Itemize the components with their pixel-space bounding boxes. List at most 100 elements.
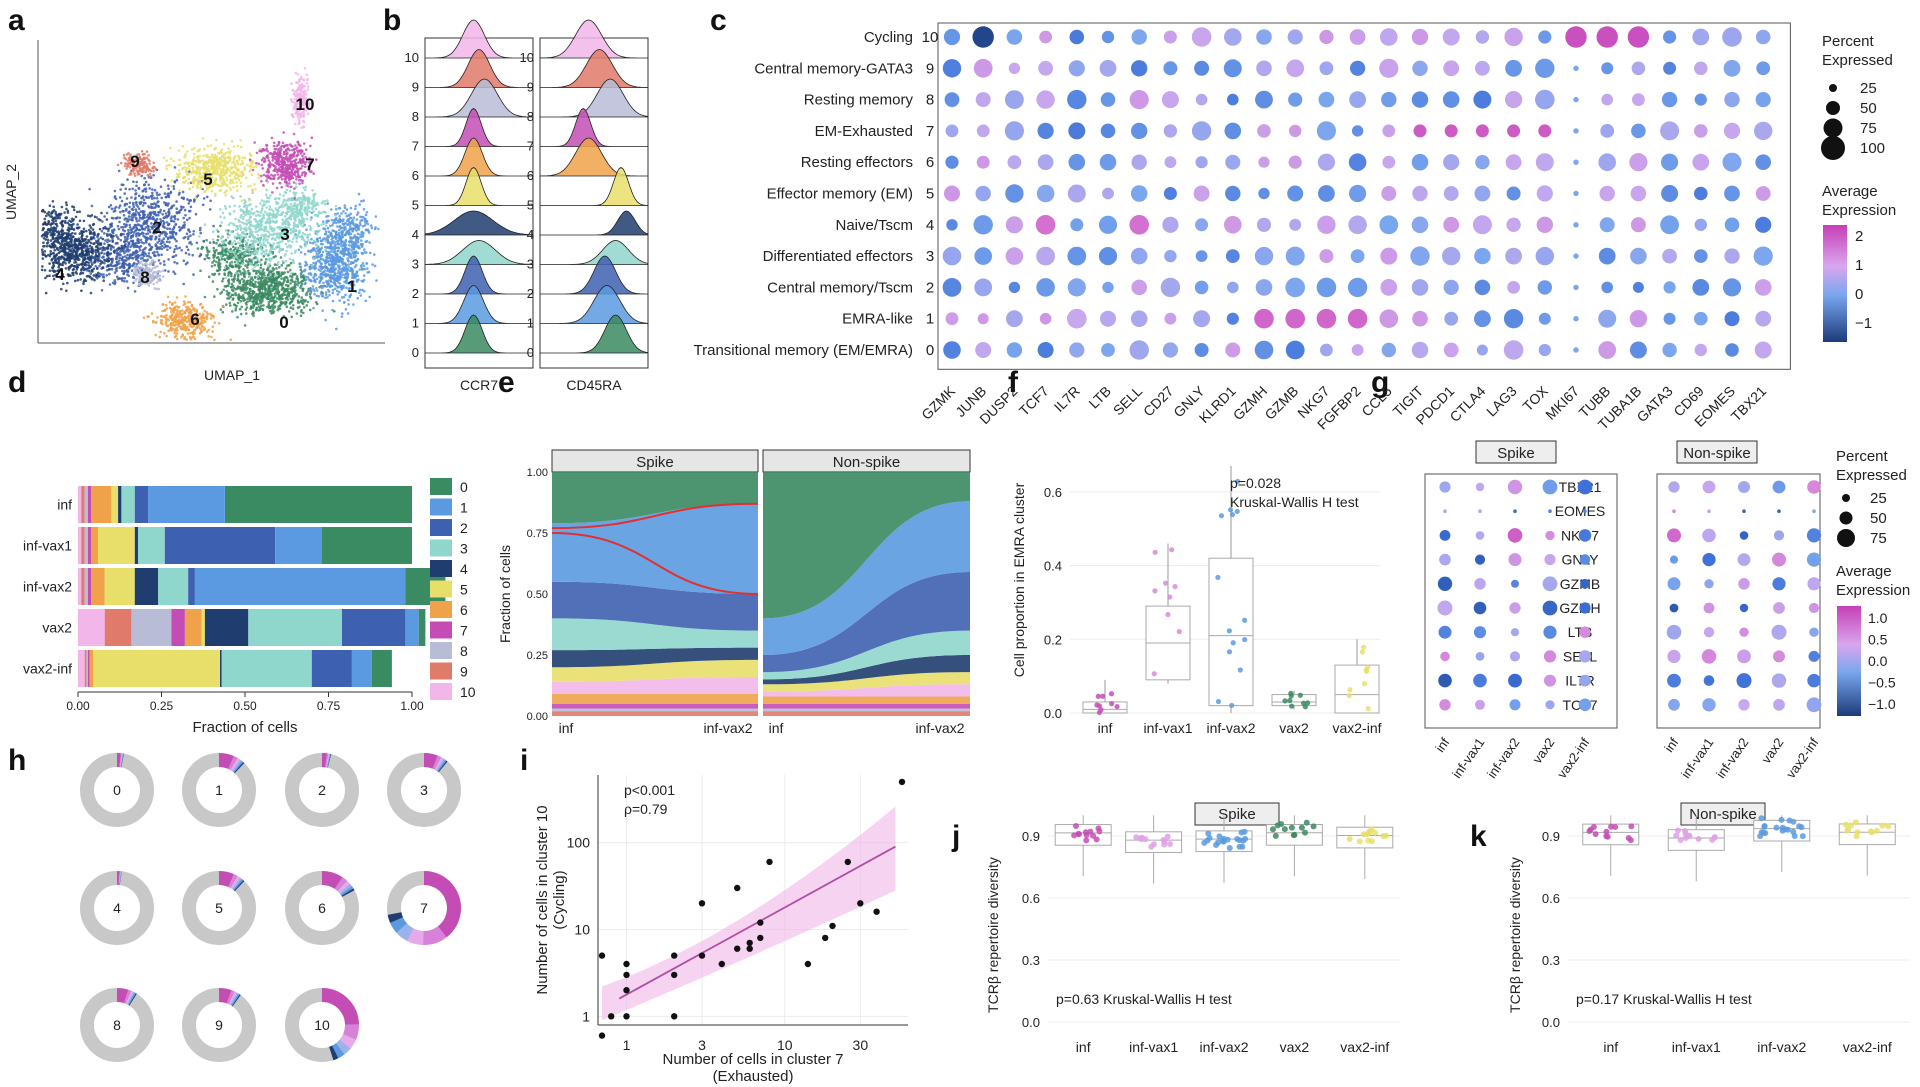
umap-point	[142, 241, 146, 245]
umap-point	[314, 192, 317, 196]
umap-point	[293, 204, 296, 207]
umap-point	[228, 169, 231, 173]
umap-point	[222, 142, 226, 146]
panel-letter-i: i	[520, 744, 528, 777]
umap-point	[290, 229, 293, 232]
umap-point	[238, 281, 242, 285]
umap-point	[243, 198, 246, 202]
umap-point	[232, 297, 235, 300]
umap-point	[309, 291, 313, 295]
umap-point	[239, 226, 243, 229]
umap-point	[107, 227, 110, 231]
panel-letter-j: j	[951, 820, 960, 853]
umap-point	[128, 223, 131, 227]
umap-point	[278, 280, 281, 284]
umap-point	[73, 258, 77, 262]
umap-point	[315, 247, 319, 250]
umap-point	[173, 166, 177, 169]
umap-point	[331, 223, 334, 227]
umap-point	[264, 296, 267, 299]
umap-point	[302, 225, 305, 228]
umap-point	[355, 218, 359, 221]
umap-point	[340, 296, 344, 299]
umap-point	[238, 220, 241, 223]
umap-point	[306, 276, 310, 279]
umap-point	[120, 246, 123, 250]
umap-point	[78, 239, 82, 243]
umap-point	[273, 284, 277, 288]
umap-point	[232, 156, 236, 159]
umap-point	[209, 317, 213, 320]
umap-point	[191, 166, 195, 170]
umap-point	[134, 229, 137, 233]
umap-point	[199, 269, 202, 273]
umap-point	[261, 287, 264, 291]
umap-point	[239, 246, 242, 249]
umap-point	[272, 299, 276, 303]
umap-point	[170, 206, 174, 209]
umap-point	[323, 232, 327, 236]
umap-point	[135, 257, 139, 260]
umap-point	[60, 205, 64, 209]
umap-point	[258, 298, 261, 302]
umap-point	[215, 138, 218, 142]
umap-point	[177, 211, 181, 214]
umap-point	[321, 239, 324, 242]
umap-point	[152, 173, 155, 177]
umap-point	[320, 253, 324, 257]
umap-point	[363, 267, 367, 271]
umap-point	[89, 291, 93, 295]
umap-point	[300, 273, 303, 276]
umap-point	[265, 188, 268, 192]
umap-point	[319, 292, 323, 296]
umap-point	[120, 199, 124, 203]
umap-point	[155, 191, 159, 195]
umap-point	[209, 199, 212, 203]
umap-point	[254, 214, 258, 217]
umap-point	[242, 247, 245, 251]
umap-point	[238, 242, 242, 245]
umap-point	[41, 253, 45, 257]
umap-point	[266, 221, 269, 224]
umap-point	[49, 228, 52, 231]
umap-point	[256, 243, 260, 246]
umap-point	[248, 247, 252, 250]
umap-point	[85, 235, 89, 238]
umap-point	[242, 222, 246, 225]
umap-point	[298, 208, 302, 212]
umap-point	[128, 201, 132, 205]
umap-point	[117, 246, 121, 250]
umap-point	[71, 268, 75, 272]
umap-point	[113, 249, 117, 252]
umap-point	[307, 249, 311, 253]
umap-point	[277, 284, 280, 288]
umap-point	[299, 251, 303, 254]
umap-point	[99, 246, 103, 250]
umap-point	[315, 294, 319, 298]
umap-point	[241, 262, 244, 265]
umap-point	[315, 231, 319, 234]
umap-point	[344, 248, 348, 252]
umap-point	[124, 262, 127, 266]
umap-point	[127, 266, 131, 270]
umap-point	[302, 197, 306, 200]
umap-point	[172, 220, 176, 223]
umap-point	[245, 281, 248, 284]
umap-point	[41, 248, 44, 251]
umap-point	[352, 250, 356, 254]
umap-point	[301, 231, 305, 235]
umap-point	[299, 206, 303, 209]
umap-point	[118, 216, 122, 220]
umap-point	[173, 237, 177, 241]
umap-point	[289, 287, 293, 291]
umap-point	[248, 198, 252, 201]
umap-point	[304, 278, 308, 281]
umap-point	[68, 259, 72, 263]
umap-point	[66, 228, 69, 232]
umap-point	[236, 176, 240, 180]
umap-point	[321, 309, 325, 313]
umap-point	[375, 279, 378, 282]
umap-point	[284, 301, 288, 305]
umap-point	[121, 228, 125, 232]
umap-point	[293, 234, 296, 238]
